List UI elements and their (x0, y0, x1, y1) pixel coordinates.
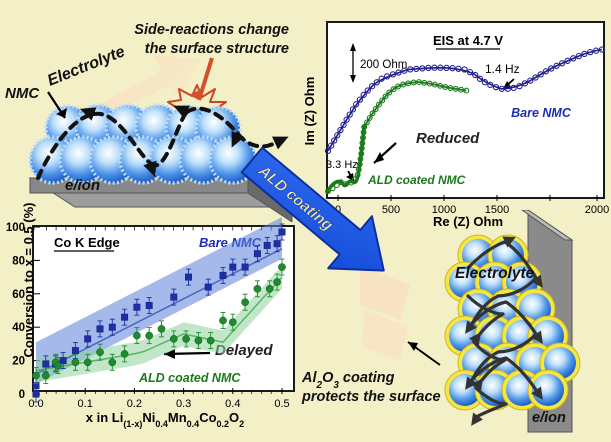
svg-text:80: 80 (12, 255, 25, 267)
svg-text:100: 100 (6, 222, 25, 234)
svg-text:40: 40 (12, 322, 25, 334)
svg-text:0.4: 0.4 (225, 398, 240, 410)
svg-text:Electrolyte: Electrolyte (45, 43, 127, 89)
svg-text:1.4 Hz: 1.4 Hz (485, 62, 520, 76)
svg-text:Side-reactions change: Side-reactions change (134, 22, 289, 38)
svg-text:200 Ohm: 200 Ohm (360, 59, 407, 71)
svg-text:the surface structure: the surface structure (145, 41, 289, 57)
svg-text:ALD coated NMC: ALD coated NMC (367, 173, 466, 187)
svg-text:EIS at 4.7 V: EIS at 4.7 V (433, 33, 503, 48)
svg-text:60: 60 (12, 289, 25, 301)
svg-text:protects the surface: protects the surface (301, 389, 441, 405)
svg-text:20: 20 (12, 356, 25, 368)
svg-text:3.3 Hz: 3.3 Hz (326, 159, 358, 171)
svg-text:x in Li(1-x)Ni0.4Mn0.4Co0.2O2: x in Li(1-x)Ni0.4Mn0.4Co0.2O2 (86, 410, 244, 429)
svg-text:0: 0 (19, 389, 25, 401)
svg-text:0.1: 0.1 (78, 398, 93, 410)
svg-text:ALD coated NMC: ALD coated NMC (138, 371, 241, 385)
svg-text:0.2: 0.2 (127, 398, 142, 410)
svg-text:0.3: 0.3 (176, 398, 191, 410)
svg-text:Al2O3 coating: Al2O3 coating (301, 370, 395, 391)
svg-text:Electrolyte: Electrolyte (455, 265, 535, 282)
svg-text:Bare NMC: Bare NMC (511, 106, 572, 120)
svg-text:e/ion: e/ion (65, 177, 100, 194)
svg-text:Co K Edge: Co K Edge (54, 235, 120, 250)
svg-text:0.5: 0.5 (274, 398, 289, 410)
svg-text:NMC: NMC (5, 85, 40, 102)
svg-text:e/ion: e/ion (532, 410, 566, 426)
svg-text:Reduced: Reduced (416, 130, 480, 147)
